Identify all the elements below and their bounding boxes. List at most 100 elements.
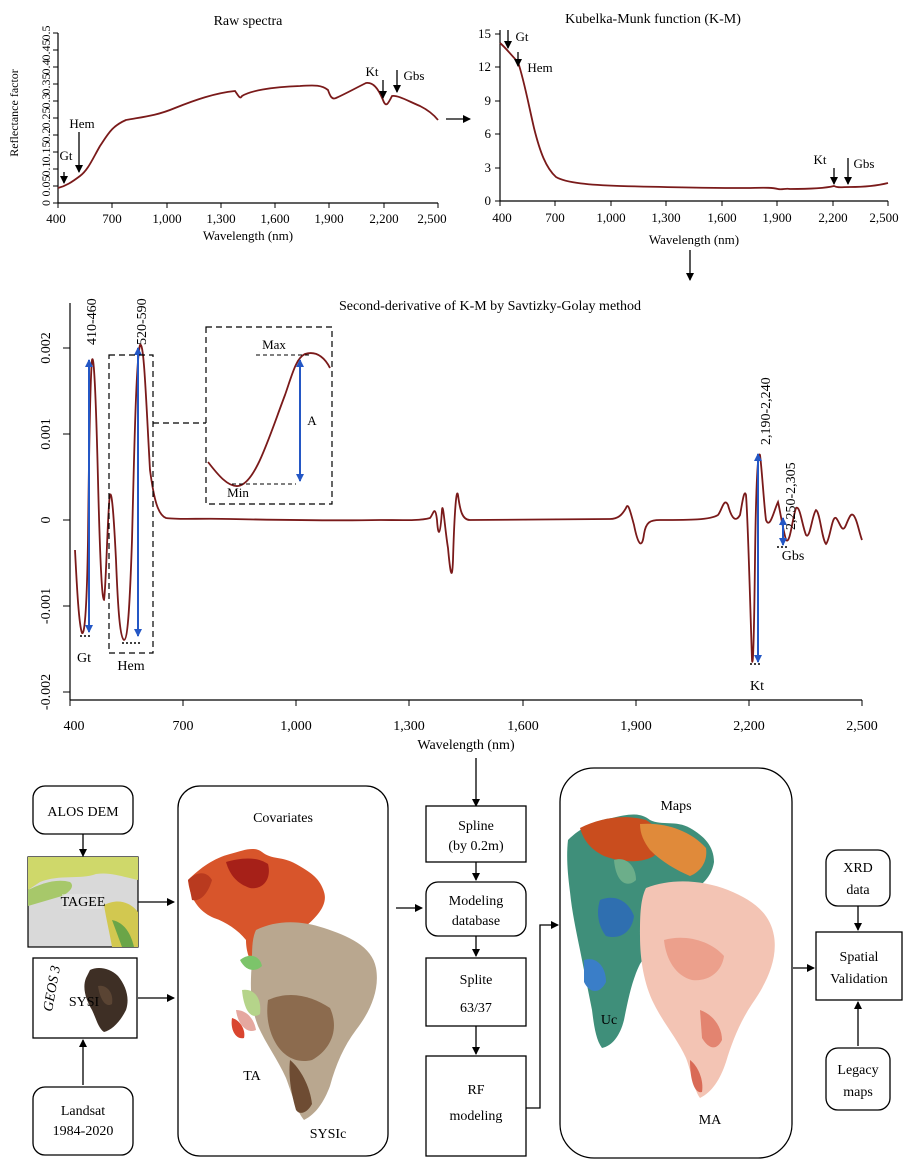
band-markers <box>85 347 787 663</box>
geos-sysi-box: GEOS 3 SYSI <box>32 957 138 1039</box>
rf-label-1: RF <box>467 1083 484 1098</box>
km-ytick: 15 <box>478 26 491 41</box>
deriv-title: Second-derivative of K-M by Savtizky-Gol… <box>339 299 641 314</box>
min-dots <box>80 546 789 665</box>
spatial-validation-box <box>815 931 903 1001</box>
hem-highlight-box <box>108 354 154 654</box>
raw-ytick: 0.1 <box>39 162 53 177</box>
km-kt-label: Kt <box>814 152 827 167</box>
raw-hem-label: Hem <box>69 116 94 131</box>
raw-ytick: 0.3 <box>39 94 53 109</box>
derivative-panel: Second-derivative of K-M by Savtizky-Gol… <box>39 298 878 753</box>
km-xtick: 2,500 <box>869 210 898 225</box>
deriv-x-tick-labels: 400 700 1,000 1,300 1,600 1,900 2,200 2,… <box>64 719 878 734</box>
alos-dem-label: ALOS DEM <box>47 805 119 820</box>
raw-xtick: 700 <box>102 211 122 226</box>
raw-ytick: 0.05 <box>39 176 53 197</box>
raw-xtick: 2,200 <box>369 211 398 226</box>
km-xtick: 1,600 <box>707 210 736 225</box>
km-y-tick-labels: 0 3 6 9 12 15 <box>478 26 492 208</box>
km-x-tick-labels: 400 700 1,000 1,300 1,600 1,900 2,200 2,… <box>492 210 898 225</box>
raw-ytick: 0.15 <box>39 142 53 163</box>
raw-xtick: 1,300 <box>206 211 235 226</box>
raw-kt-label: Kt <box>366 64 379 79</box>
raw-ytick: 0.4 <box>39 60 53 75</box>
modeling-label-2: database <box>452 914 500 929</box>
inset-a-label: A <box>307 413 317 428</box>
raw-annotations: Gt Hem Kt Gbs <box>60 64 425 184</box>
deriv-ytick: 0.002 <box>39 332 54 364</box>
deriv-xtick: 700 <box>173 719 194 734</box>
deriv-gbs-label: Gbs <box>782 549 805 564</box>
deriv-ytick: -0.002 <box>39 674 54 710</box>
landsat-box <box>32 1086 134 1156</box>
raw-ytick: 0.25 <box>39 108 53 129</box>
spline-label-2: (by 0.2m) <box>448 839 504 854</box>
raw-ytick: 0.5 <box>39 26 53 41</box>
raw-y-ticks <box>53 32 58 204</box>
inset-zoom: Max Min A <box>205 326 333 505</box>
deriv-xtick: 2,500 <box>846 719 878 734</box>
band-label: 520-590 <box>135 298 150 345</box>
spline-box <box>425 805 527 863</box>
km-hem-label: Hem <box>527 60 552 75</box>
inset-max-label: Max <box>262 337 286 352</box>
band-label: 2,190-2,240 <box>759 377 774 445</box>
raw-y-tick-labels: 0 0.05 0.1 0.15 0.2 0.25 0.3 0.35 0.4 0.… <box>39 26 53 207</box>
uc-label: Uc <box>601 1013 617 1028</box>
deriv-xtick: 1,900 <box>620 719 652 734</box>
ma-label: MA <box>699 1113 722 1128</box>
km-ytick: 9 <box>485 93 492 108</box>
sysic-label: SYSIc <box>310 1127 347 1142</box>
km-ytick: 6 <box>485 126 492 141</box>
km-xtick: 2,200 <box>818 210 847 225</box>
km-gt-label: Gt <box>516 29 529 44</box>
deriv-gt-label: Gt <box>77 651 91 666</box>
maps-images <box>567 814 775 1098</box>
legacy-maps-box <box>825 1047 891 1111</box>
km-curve <box>499 42 889 191</box>
raw-ytick: 0.2 <box>39 128 53 143</box>
deriv-x-ticks <box>69 700 863 706</box>
raw-x-tick-labels: 400 700 1,000 1,300 1,600 1,900 2,200 2,… <box>46 211 446 226</box>
covariates-map <box>188 848 377 1120</box>
landsat-label-1: Landsat <box>61 1104 105 1119</box>
legacy-label-1: Legacy <box>837 1063 878 1078</box>
tagee-map: TAGEE <box>27 856 139 948</box>
ta-label: TA <box>243 1069 261 1084</box>
raw-spectra-title: Raw spectra <box>214 14 284 29</box>
raw-xtick: 1,000 <box>152 211 181 226</box>
xrd-label-1: XRD <box>843 861 873 876</box>
km-x-ticks <box>499 201 889 206</box>
km-panel: Kubelka-Munk function (K-M) 0 3 6 9 12 1… <box>478 12 899 247</box>
raw-spectra-panel: Raw spectra Reflectance factor 0 0.05 0.… <box>7 14 447 243</box>
inset-min-label: Min <box>227 485 249 500</box>
raw-ytick: 0.35 <box>39 74 53 95</box>
raw-xtick: 400 <box>46 211 66 226</box>
km-xtick: 700 <box>545 210 565 225</box>
raw-y-label: Reflectance factor <box>7 69 21 157</box>
deriv-y-ticks <box>63 347 70 693</box>
spatial-label-1: Spatial <box>840 950 879 965</box>
splite-label-2: 63/37 <box>460 1001 492 1016</box>
km-annotations: Gt Hem Kt Gbs <box>504 29 874 185</box>
deriv-xtick: 400 <box>64 719 85 734</box>
km-ytick: 3 <box>485 160 492 175</box>
sysi-label: SYSI <box>69 995 100 1010</box>
deriv-xtick: 1,600 <box>507 719 539 734</box>
raw-gt-label: Gt <box>60 148 73 163</box>
mineral-labels: Gt Hem Kt Gbs <box>77 549 804 694</box>
tagee-label: TAGEE <box>61 895 106 910</box>
deriv-x-label: Wavelength (nm) <box>417 738 515 753</box>
legacy-label-2: maps <box>843 1085 873 1100</box>
rf-modeling-box <box>425 1055 527 1157</box>
rf-label-2: modeling <box>450 1109 503 1124</box>
raw-xtick: 1,600 <box>260 211 289 226</box>
deriv-ytick: 0.001 <box>39 418 54 450</box>
km-ytick: 0 <box>485 193 492 208</box>
km-xtick: 1,300 <box>651 210 680 225</box>
landsat-label-2: 1984-2020 <box>53 1124 114 1139</box>
raw-gbs-label: Gbs <box>404 68 425 83</box>
deriv-ytick: -0.001 <box>39 588 54 624</box>
deriv-xtick: 1,300 <box>393 719 425 734</box>
